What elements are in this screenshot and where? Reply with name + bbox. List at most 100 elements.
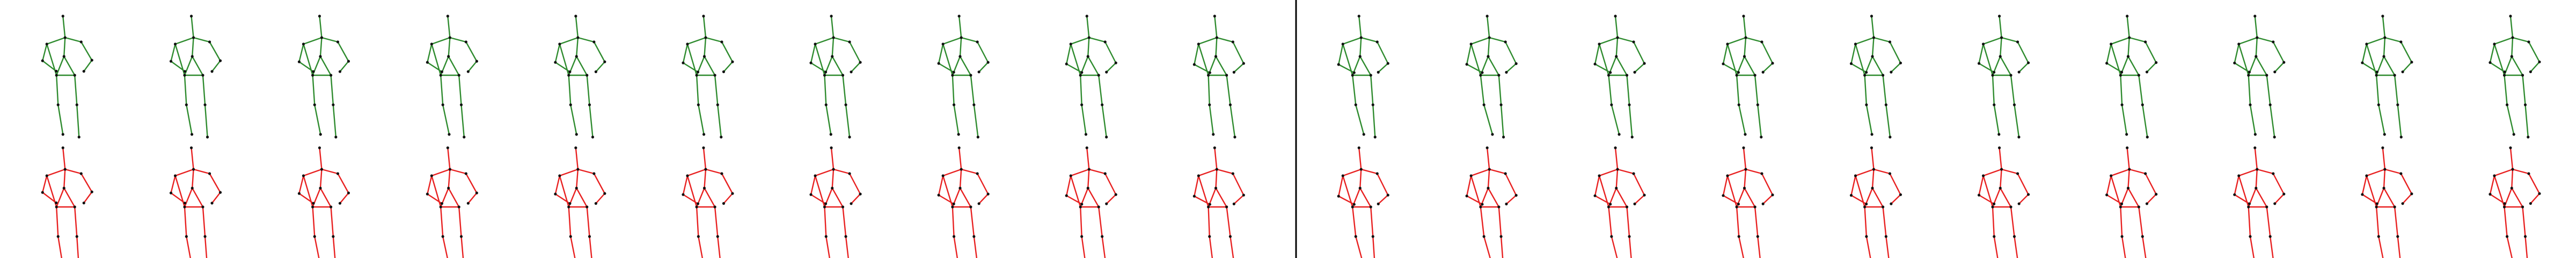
skeleton-joint — [1890, 70, 1893, 74]
skeleton-joint — [2255, 187, 2258, 190]
skeleton-joint — [447, 55, 450, 58]
skeleton-bone — [2127, 55, 2140, 76]
skeleton-joint — [1488, 168, 1491, 171]
skeleton-bone — [202, 74, 206, 106]
skeleton-bone — [2110, 168, 2130, 177]
skeleton-figure — [937, 146, 990, 258]
skeleton-joint — [716, 235, 719, 238]
skeleton-bone — [2384, 37, 2402, 43]
skeleton-joint — [1888, 40, 1892, 44]
skeleton-bone — [1726, 175, 1738, 208]
skeleton-joint — [1228, 103, 1232, 106]
skeleton-bone — [595, 192, 606, 204]
skeleton-figure — [1722, 15, 1774, 139]
skeleton-bone — [1487, 168, 1490, 189]
skeleton-joint — [1735, 74, 1738, 77]
skeleton-bone — [2493, 43, 2505, 76]
skeleton-joint — [2256, 36, 2259, 39]
skeleton-bone — [1214, 147, 1218, 170]
skeleton-bone — [1594, 43, 1600, 65]
skeleton-joint — [702, 187, 706, 190]
skeleton-bone — [1615, 55, 1628, 76]
skeleton-bone — [1488, 168, 1506, 175]
skeleton-bone — [2254, 15, 2258, 39]
skeleton-bone — [56, 187, 65, 208]
skeleton-joint — [1373, 135, 1377, 139]
skeleton-bone — [298, 175, 304, 195]
skeleton-bone — [1483, 104, 1494, 135]
skeleton-bone — [2269, 104, 2275, 138]
skeleton-bone — [1066, 175, 1072, 197]
skeleton-joint — [2282, 192, 2286, 196]
skeleton-joint — [1610, 103, 1613, 106]
skeleton-bone — [1616, 37, 1635, 43]
skeleton-joint — [56, 103, 60, 106]
skeleton-joint — [603, 60, 606, 63]
skeleton-joint — [312, 70, 315, 73]
skeleton-joint — [302, 42, 305, 46]
skeleton-joint — [2399, 135, 2403, 139]
skeleton-bone — [686, 37, 707, 45]
skeleton-bone — [554, 43, 561, 63]
skeleton-joint — [2137, 74, 2140, 77]
skeleton-bone — [442, 235, 448, 258]
skeleton-joint — [77, 135, 80, 139]
skeleton-joint — [320, 168, 324, 171]
skeleton-joint — [191, 187, 194, 190]
skeleton-joint — [319, 187, 322, 190]
skeleton-bone — [848, 173, 861, 195]
skeleton-joint — [731, 60, 734, 63]
skeleton-joint — [2012, 103, 2016, 106]
skeleton-joint — [1375, 172, 1379, 175]
skeleton-joint — [201, 74, 204, 77]
skeleton-bone — [682, 175, 689, 196]
skeleton-joint — [841, 205, 845, 209]
skeleton-joint — [189, 15, 193, 18]
skeleton-bone — [63, 168, 66, 189]
skeleton-bone — [1352, 74, 1357, 106]
skeleton-bone — [2145, 173, 2157, 195]
skeleton-bone — [2400, 41, 2413, 63]
skeleton-bone — [1232, 173, 1245, 196]
skeleton-joint — [466, 202, 470, 205]
skeleton-joint — [45, 42, 48, 46]
skeleton-bone — [958, 15, 962, 39]
skeleton-joint — [1499, 103, 1503, 106]
skeleton-bone — [2248, 74, 2251, 106]
skeleton-bone — [2255, 37, 2258, 58]
skeleton-joint — [960, 36, 963, 39]
skeleton-joint — [1504, 40, 1507, 44]
skeleton-joint — [575, 133, 578, 136]
skeleton-joint — [1371, 103, 1374, 106]
skeleton-bone — [2126, 15, 2130, 39]
skeleton-joint — [1369, 74, 1372, 77]
skeleton-joint — [1614, 146, 1617, 149]
skeleton-joint — [1643, 62, 1646, 65]
skeleton-joint — [958, 55, 962, 58]
skeleton-joint — [2016, 40, 2019, 44]
skeleton-joint — [1854, 42, 1857, 46]
skeleton-joint — [1352, 203, 1356, 206]
skeleton-joint — [2382, 55, 2385, 58]
skeleton-bone — [314, 104, 321, 135]
skeleton-joint — [586, 205, 589, 209]
skeleton-bone — [170, 43, 176, 62]
skeleton-bone — [2383, 168, 2386, 189]
skeleton-bone — [202, 206, 206, 238]
skeleton-bone — [174, 37, 194, 45]
skeleton-bone — [460, 104, 465, 138]
skeleton-joint — [1359, 168, 1363, 171]
skeleton-joint — [2393, 205, 2396, 209]
skeleton-joint — [824, 70, 828, 74]
skeleton-joint — [713, 205, 716, 209]
skeleton-bone — [1633, 173, 1645, 196]
skeleton-joint — [823, 205, 826, 209]
skeleton-bone — [1209, 104, 1214, 135]
skeleton-bone — [1628, 104, 1633, 138]
skeleton-joint — [1632, 40, 1635, 44]
skeleton-bone — [1470, 43, 1482, 76]
skeleton-bone — [831, 55, 844, 76]
skeleton-bone — [64, 37, 82, 43]
skeleton-bone — [1757, 104, 1762, 138]
skeleton-bone — [1106, 194, 1117, 205]
